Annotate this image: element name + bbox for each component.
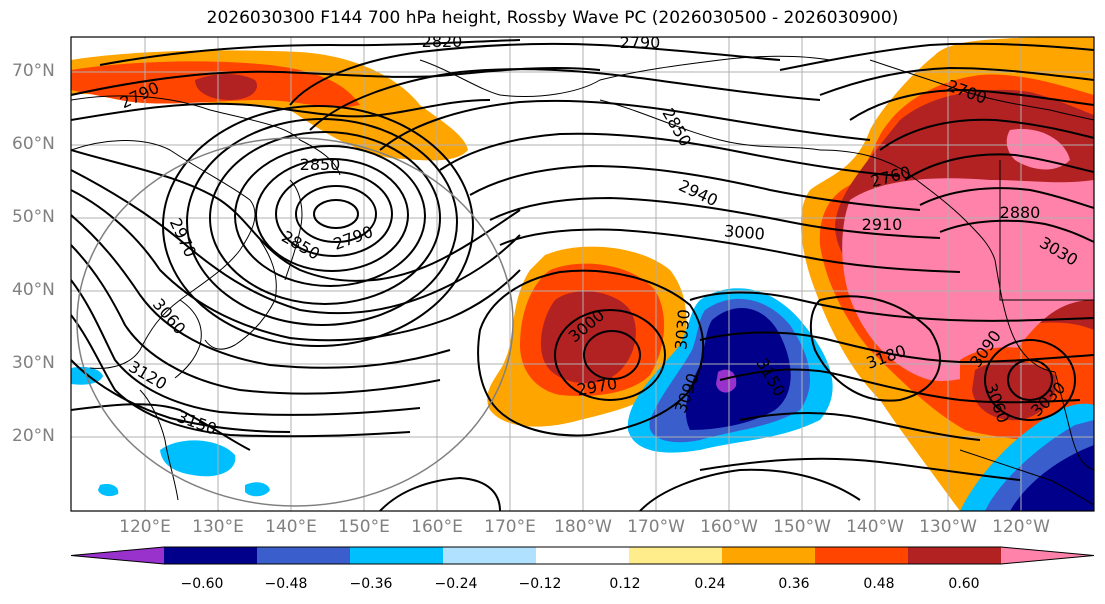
colorbar-segment <box>536 547 630 564</box>
colorbar-segment <box>722 547 816 564</box>
colorbar-segment <box>1001 547 1094 564</box>
colorbar-segment <box>908 547 1002 564</box>
lat-label-30n: 30°N <box>12 353 55 373</box>
contour-label: 2790 <box>620 33 661 52</box>
lat-label-40n: 40°N <box>12 280 55 300</box>
lon-label-120w: 120°W <box>992 517 1050 537</box>
negative-anomaly-southwest <box>160 440 236 477</box>
lat-label-50n: 50°N <box>12 207 55 227</box>
lon-label-160e: 160°E <box>411 517 463 537</box>
colorbar-tick-label: −0.60 <box>180 576 224 592</box>
lat-label-20n: 20°N <box>12 426 55 446</box>
lon-label-180w: 180°W <box>554 517 612 537</box>
colorbar-segment <box>257 547 351 564</box>
colorbar-tick-label: 0.36 <box>778 576 810 592</box>
colorbar-tick-label: −0.24 <box>434 576 478 592</box>
colorbar-segment <box>164 547 258 564</box>
colorbar <box>70 546 1095 565</box>
colorbar-tick-label: 0.24 <box>694 576 726 592</box>
lat-label-70n: 70°N <box>12 61 55 81</box>
plot-frame <box>70 36 1095 512</box>
colorbar-segment <box>71 547 164 564</box>
lon-label-140e: 140°E <box>265 517 317 537</box>
lon-label-160w: 160°W <box>700 517 758 537</box>
contour-label: 2910 <box>862 215 903 234</box>
colorbar-outline <box>70 546 1095 565</box>
colorbar-tick-label: −0.36 <box>349 576 393 592</box>
colorbar-tick-label: 0.60 <box>948 576 980 592</box>
contour-label: 2880 <box>1000 203 1041 222</box>
lon-label-140w: 140°W <box>846 517 904 537</box>
gray-circle <box>76 137 514 507</box>
contour-label: 3030 <box>671 308 693 350</box>
contour-label: 2850 <box>300 155 341 174</box>
lon-label-130e: 130°E <box>192 517 244 537</box>
lon-label-150w: 150°W <box>773 517 831 537</box>
colorbar-segment <box>629 547 723 564</box>
contour-label: 3000 <box>723 221 765 243</box>
lon-label-120e: 120°E <box>119 517 171 537</box>
colorbar-tick-label: −0.48 <box>264 576 308 592</box>
colorbar-segment <box>443 547 537 564</box>
colorbar-tick-label: 0.12 <box>609 576 641 592</box>
lon-label-170w: 170°W <box>627 517 685 537</box>
colorbar-tick-label: −0.12 <box>518 576 562 592</box>
lon-label-130w: 130°W <box>919 517 977 537</box>
colorbar-segment <box>350 547 444 564</box>
lon-label-170e: 170°E <box>484 517 536 537</box>
lon-label-150e: 150°E <box>338 517 390 537</box>
coastlines <box>71 55 1094 506</box>
map-title: 2026030300 F144 700 hPa height, Rossby W… <box>206 8 899 28</box>
height-contours <box>71 39 1094 511</box>
lat-label-60n: 60°N <box>12 134 55 154</box>
colorbar-tick-label: 0.48 <box>863 576 895 592</box>
contour-label: 2820 <box>422 32 463 51</box>
colorbar-segment <box>815 547 909 564</box>
